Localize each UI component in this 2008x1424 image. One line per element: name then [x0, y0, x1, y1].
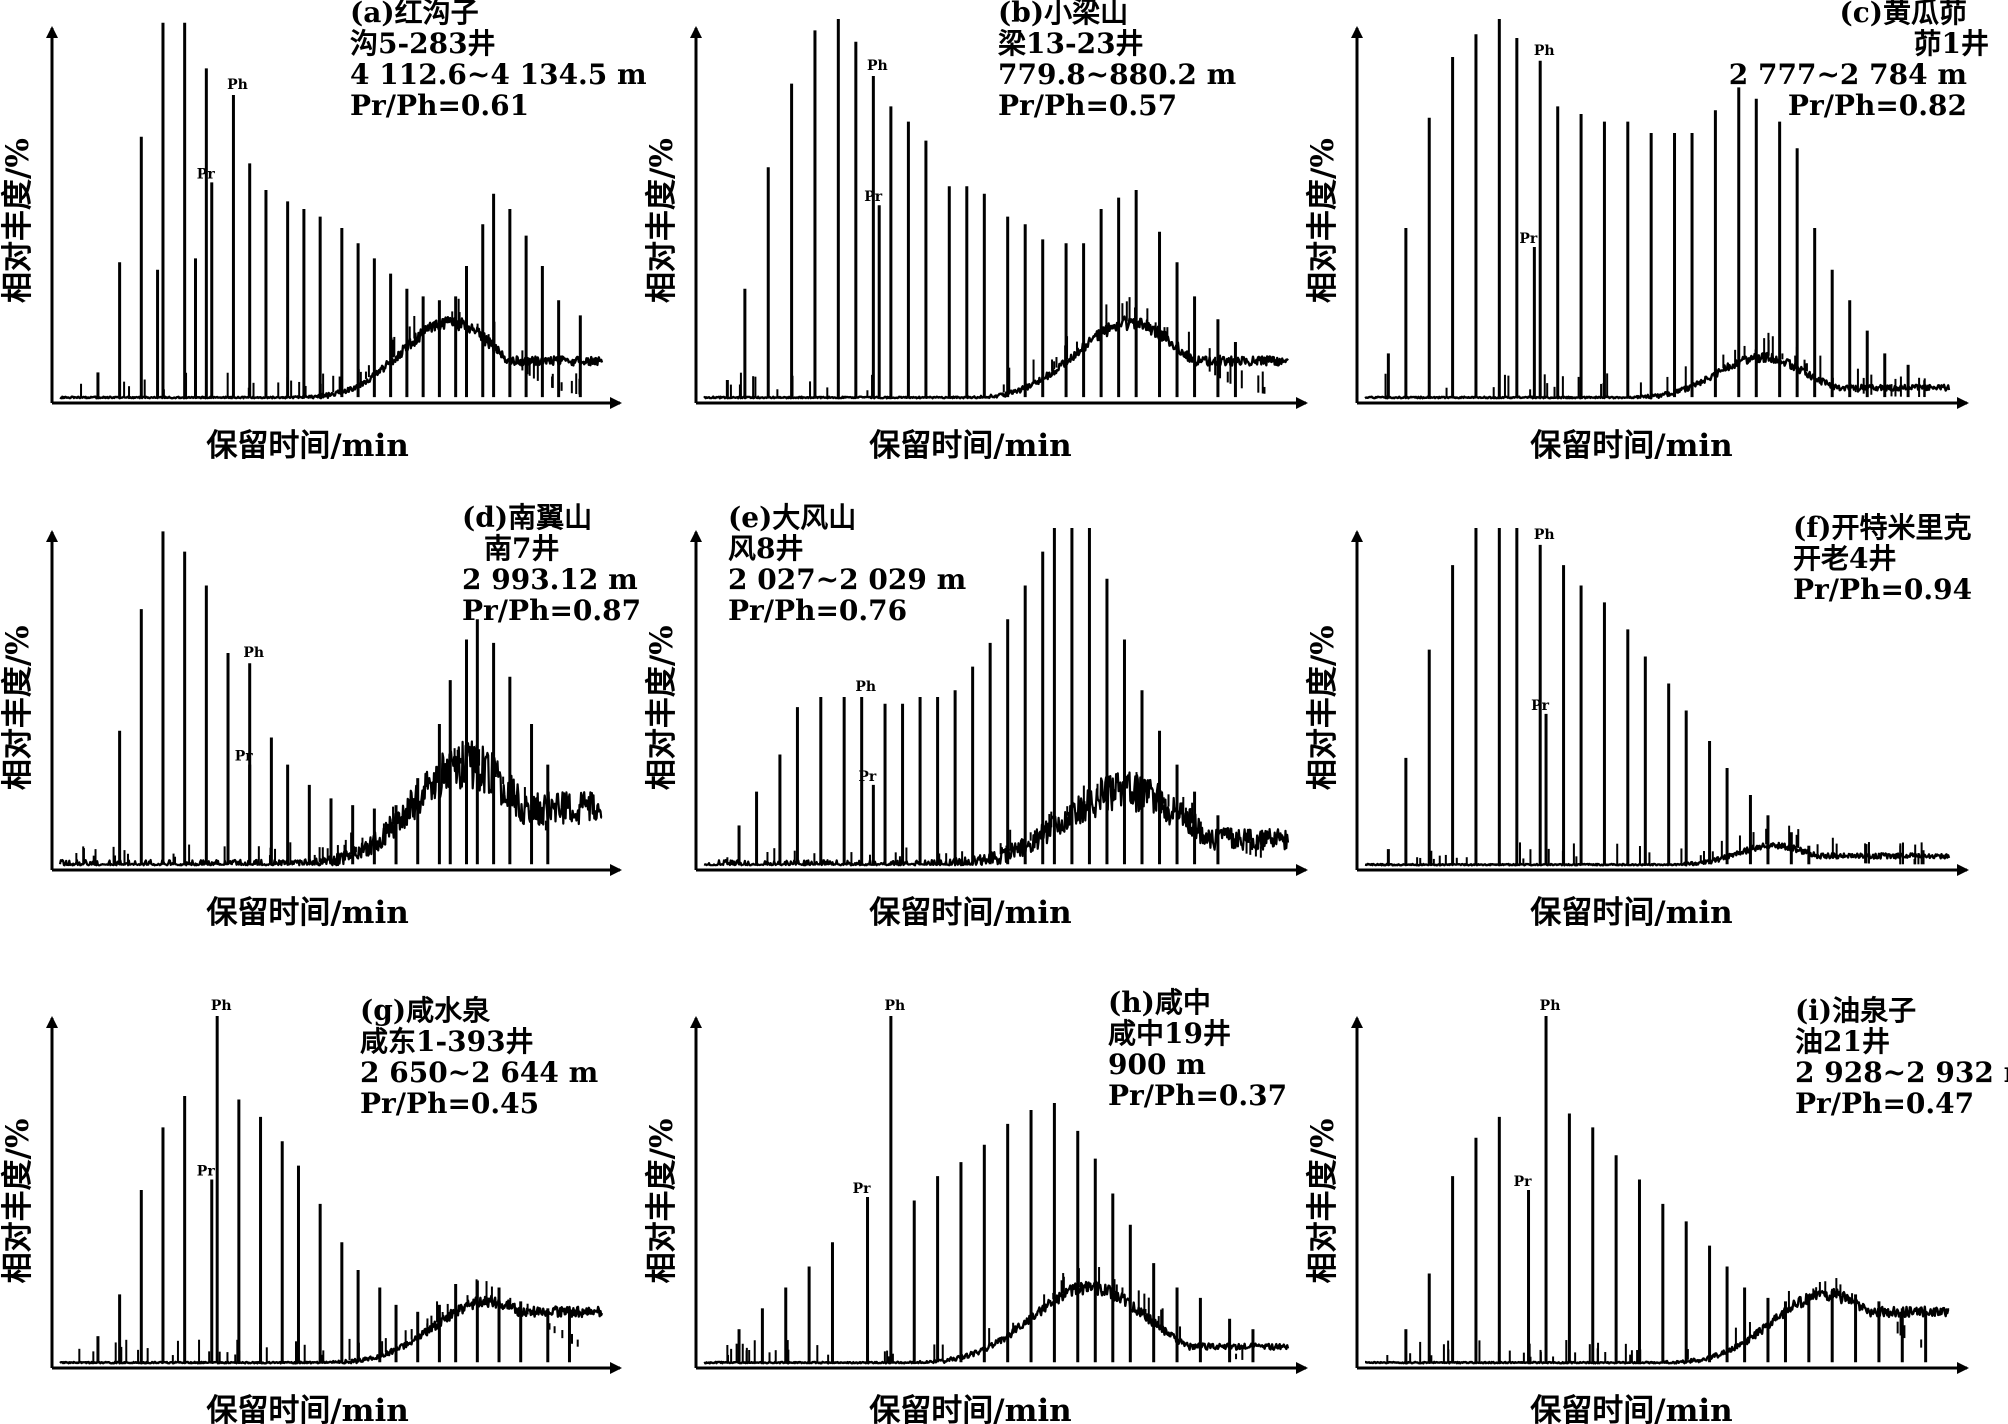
phytane-label: Ph: [243, 645, 264, 661]
y-axis-label: 相对丰度/%: [1305, 625, 1341, 790]
y-axis-label: 相对丰度/%: [0, 625, 36, 790]
depth-range: 2 777~2 784 m: [1729, 58, 1967, 91]
pristane-label: Pr: [1514, 1174, 1533, 1190]
phytane-label: Ph: [1534, 43, 1555, 59]
panel-title: (e)大风山: [728, 501, 856, 534]
pr-ph-ratio: Pr/Ph=0.94: [1793, 573, 1972, 606]
baseline-trace: [1364, 1287, 1950, 1365]
x-axis-label: 保留时间/min: [869, 1393, 1071, 1424]
x-axis-label: 保留时间/min: [206, 895, 408, 931]
panel-title: (i)油泉子: [1795, 994, 1916, 1027]
pristane-label: Pr: [1519, 231, 1538, 247]
y-axis-label: 相对丰度/%: [1305, 138, 1341, 303]
phytane-label: Ph: [1534, 527, 1555, 543]
y-axis-label: 相对丰度/%: [1305, 1119, 1341, 1284]
well-name: 油21井: [1795, 1025, 1890, 1058]
phytane-label: Ph: [855, 679, 876, 695]
x-axis-label: 保留时间/min: [869, 428, 1071, 464]
pristane-label: Pr: [197, 1164, 216, 1180]
well-name: 咸东1-393井: [360, 1025, 534, 1058]
baseline-trace: [703, 315, 1289, 400]
pr-ph-ratio: Pr/Ph=0.61: [350, 89, 529, 122]
panel-title: (f)开特米里克: [1793, 511, 1972, 544]
pristane-label: Pr: [853, 1181, 872, 1197]
baseline-trace: [1364, 841, 1951, 867]
depth-range: 900 m: [1108, 1048, 1206, 1081]
phytane-label: Ph: [211, 998, 232, 1014]
well-name: 风8井: [728, 532, 803, 565]
depth-range: 2 928~2 932 m: [1795, 1056, 2008, 1089]
depth-range: 2 650~2 644 m: [360, 1056, 598, 1089]
panel-title: (h)咸中: [1108, 986, 1211, 1019]
panel-title: (a)红沟子: [350, 0, 479, 29]
panel-b: Pr Ph 相对丰度/% 保留时间/min (b)小梁山梁13-23井779.8~880…: [644, 0, 1308, 464]
pristane-label: Pr: [197, 166, 216, 182]
pr-ph-ratio: Pr/Ph=0.57: [998, 89, 1177, 122]
pristane-label: Pr: [1531, 698, 1550, 714]
well-name: 咸中19井: [1108, 1017, 1231, 1050]
well-name: 梁13-23井: [997, 27, 1144, 60]
y-axis-label: 相对丰度/%: [0, 138, 36, 303]
pr-ph-ratio: Pr/Ph=0.37: [1108, 1079, 1287, 1112]
well-name: 沟5-283井: [350, 27, 496, 60]
pr-ph-ratio: Pr/Ph=0.45: [360, 1087, 539, 1120]
phytane-label: Ph: [1540, 998, 1561, 1014]
depth-range: 4 112.6~4 134.5 m: [350, 58, 647, 91]
y-axis-label: 相对丰度/%: [644, 138, 680, 303]
pr-ph-ratio: Pr/Ph=0.82: [1788, 89, 1967, 122]
baseline-trace: [59, 1294, 604, 1365]
y-axis-label: 相对丰度/%: [0, 1119, 36, 1284]
panel-title: (b)小梁山: [998, 0, 1128, 29]
panel-title: (d)南翼山: [462, 501, 592, 534]
pr-ph-ratio: Pr/Ph=0.87: [462, 594, 641, 627]
well-name: 茆1井: [1914, 27, 1989, 60]
phytane-label: Ph: [227, 77, 248, 93]
depth-range: 2 993.12 m: [462, 563, 638, 596]
pristane-label: Pr: [864, 189, 883, 205]
pristane-label: Pr: [235, 749, 254, 765]
baseline-trace: [59, 316, 604, 400]
well-name: 南7井: [484, 532, 559, 565]
pr-ph-ratio: Pr/Ph=0.47: [1795, 1087, 1974, 1120]
panel-title: (c)黄瓜茆: [1839, 0, 1967, 29]
x-axis-label: 保留时间/min: [869, 895, 1071, 931]
well-name: 开老4井: [1793, 542, 1896, 575]
x-axis-label: 保留时间/min: [206, 1393, 408, 1424]
baseline-trace: [703, 771, 1290, 867]
pr-ph-ratio: Pr/Ph=0.76: [728, 594, 907, 627]
x-axis-label: 保留时间/min: [206, 428, 408, 464]
baseline-trace: [703, 1280, 1290, 1365]
depth-range: 2 027~2 029 m: [728, 563, 966, 596]
phytane-label: Ph: [867, 58, 888, 74]
x-axis-label: 保留时间/min: [1530, 895, 1732, 931]
baseline-trace: [1364, 351, 1951, 400]
x-axis-label: 保留时间/min: [1530, 428, 1732, 464]
x-axis-label: 保留时间/min: [1530, 1393, 1732, 1424]
pristane-label: Pr: [858, 769, 877, 785]
y-axis-label: 相对丰度/%: [644, 1119, 680, 1284]
y-axis-label: 相对丰度/%: [644, 625, 680, 790]
phytane-label: Ph: [885, 998, 906, 1014]
panel-title: (g)咸水泉: [360, 994, 491, 1027]
depth-range: 779.8~880.2 m: [998, 58, 1236, 91]
